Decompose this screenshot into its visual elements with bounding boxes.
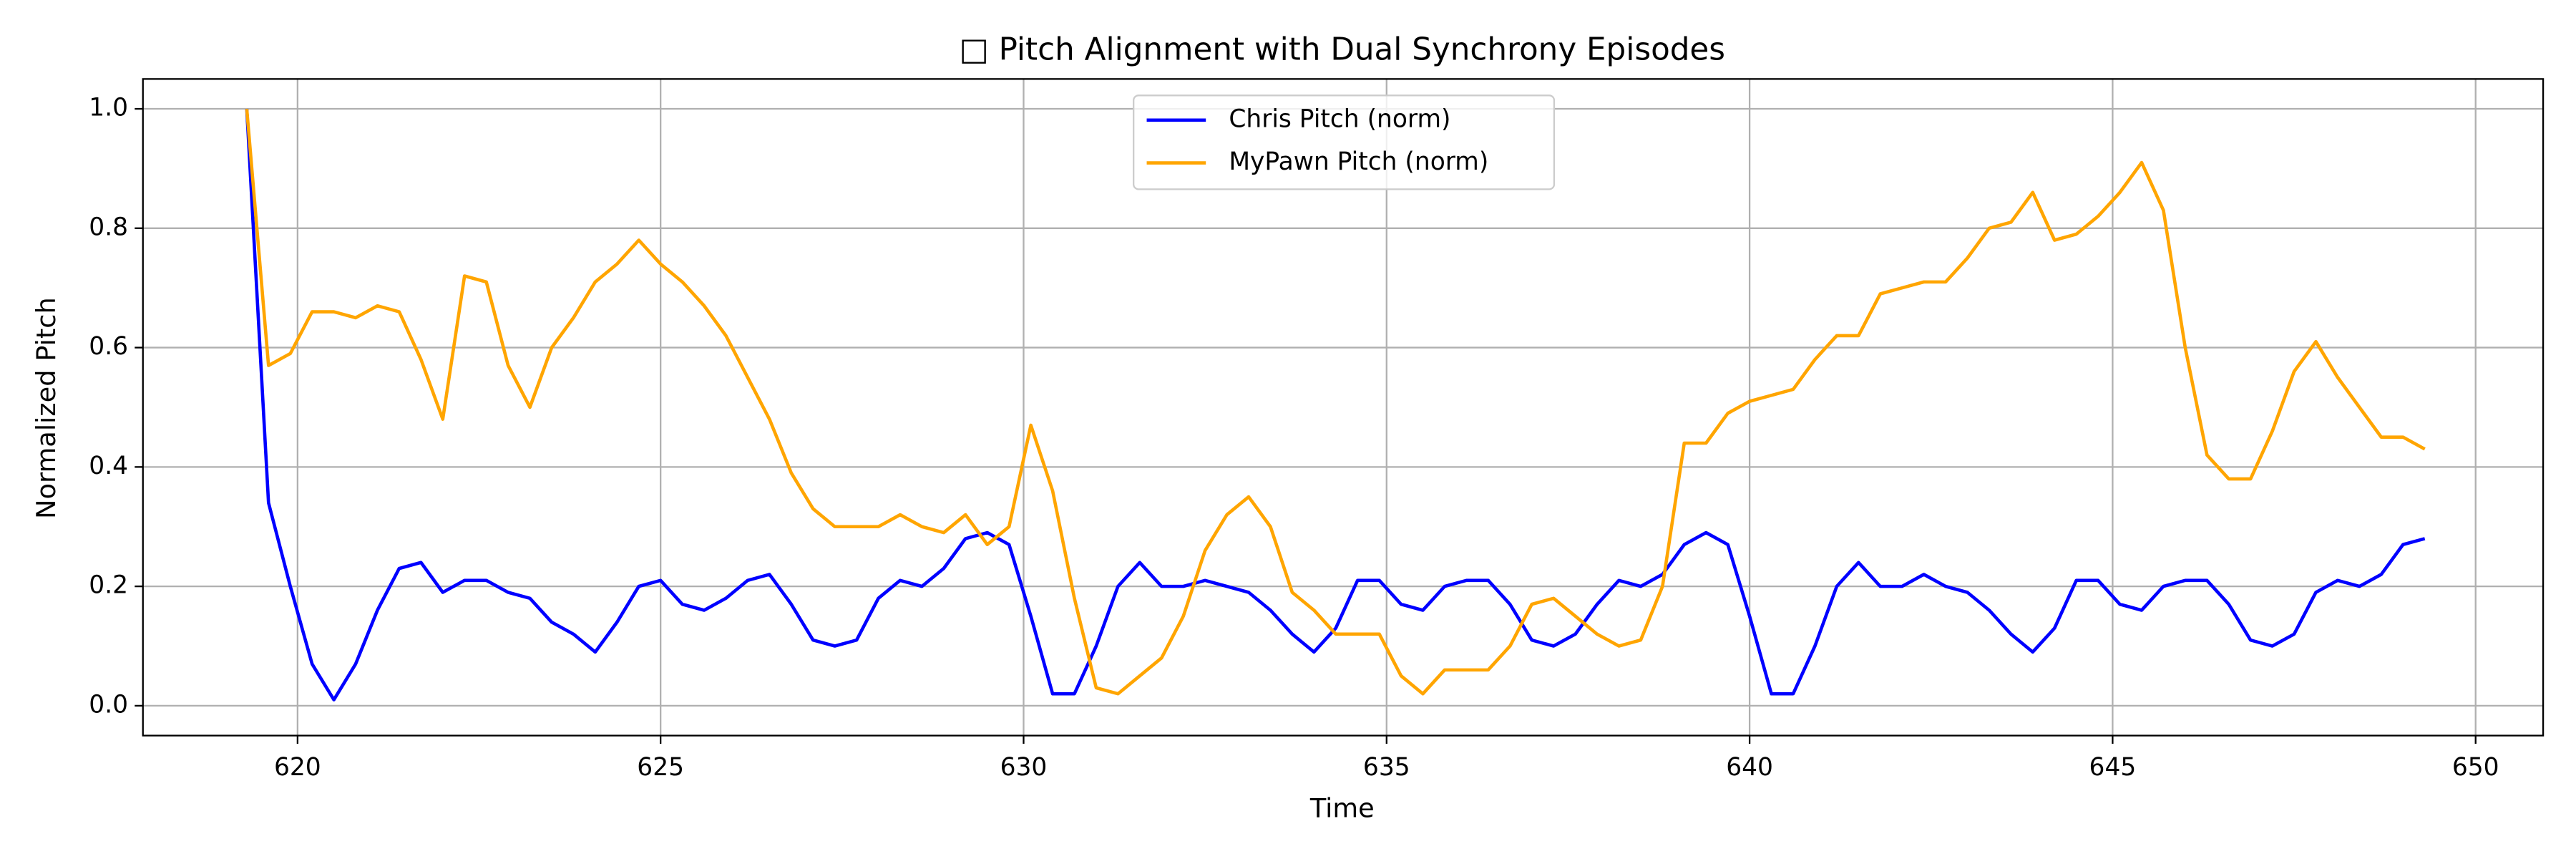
legend-label: Chris Pitch (norm) bbox=[1229, 105, 1450, 133]
x-tick-label: 630 bbox=[1000, 753, 1048, 782]
legend-label: MyPawn Pitch (norm) bbox=[1229, 147, 1488, 176]
x-tick-label: 640 bbox=[1726, 753, 1773, 782]
y-tick-label: 0.2 bbox=[89, 571, 128, 600]
y-tick-label: 0.6 bbox=[89, 332, 128, 361]
legend: Chris Pitch (norm) MyPawn Pitch (norm) bbox=[1133, 94, 1556, 190]
x-tick-label: 645 bbox=[2089, 753, 2137, 782]
x-tick-label: 625 bbox=[637, 753, 684, 782]
y-tick-label: 0.4 bbox=[89, 452, 128, 480]
y-tick-label: 0.8 bbox=[89, 213, 128, 241]
x-tick-label: 635 bbox=[1363, 753, 1410, 782]
x-axis-label: Time bbox=[1309, 793, 1375, 824]
data-line bbox=[245, 108, 2426, 702]
x-tick-label: 650 bbox=[2452, 753, 2499, 782]
x-tick-label: 620 bbox=[274, 753, 321, 782]
chart-title: □ Pitch Alignment with Dual Synchrony Ep… bbox=[960, 31, 1725, 67]
y-tick-label: 1.0 bbox=[89, 94, 128, 122]
legend-box bbox=[1133, 94, 1556, 190]
axes-frame bbox=[142, 78, 2545, 737]
y-tick-label: 0.0 bbox=[89, 690, 128, 719]
y-axis-label: Normalized Pitch bbox=[31, 297, 62, 519]
data-line bbox=[245, 108, 2426, 696]
